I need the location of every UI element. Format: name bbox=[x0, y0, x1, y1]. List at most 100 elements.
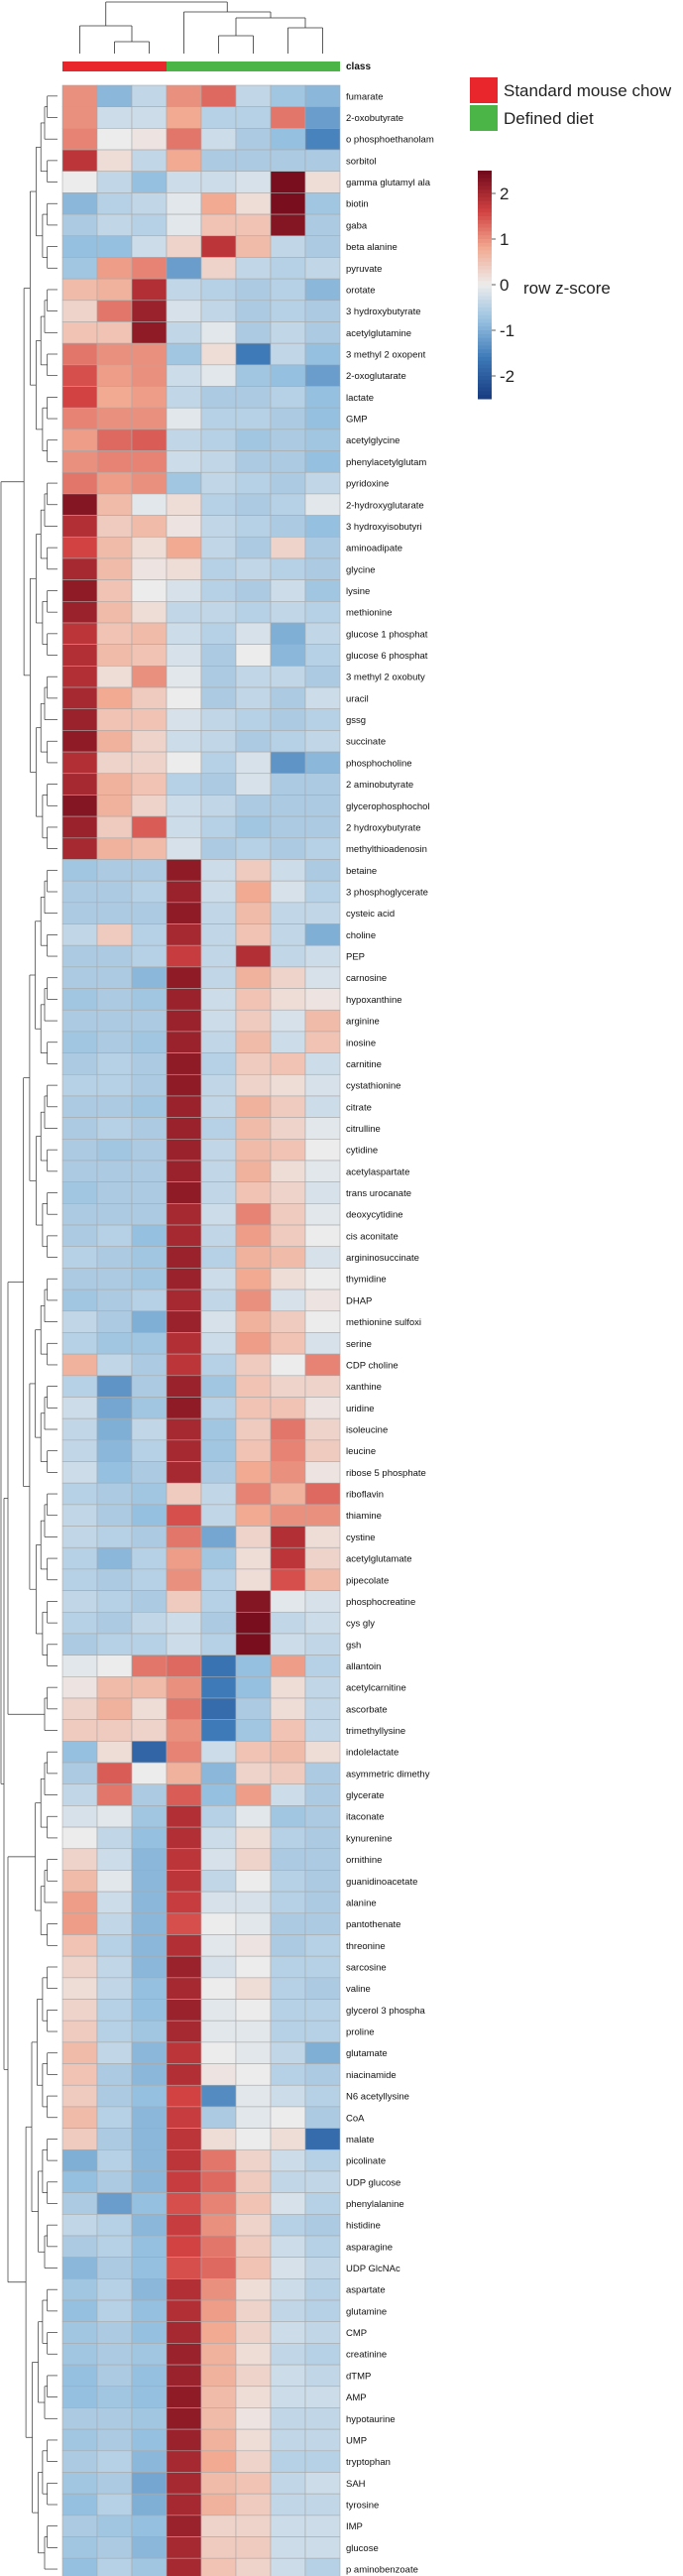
heatmap-cell bbox=[304, 773, 341, 796]
heatmap-cell bbox=[235, 1439, 272, 1462]
heatmap-cell bbox=[96, 2235, 133, 2258]
heatmap-cell bbox=[61, 1332, 98, 1355]
heatmap-cell bbox=[131, 1590, 168, 1613]
heatmap-cell bbox=[61, 902, 98, 924]
heatmap-cell bbox=[200, 1009, 237, 1033]
heatmap-cell bbox=[200, 1073, 237, 1097]
heatmap-cell bbox=[96, 1977, 133, 2000]
color-scale-step bbox=[478, 364, 492, 369]
heatmap-cell bbox=[131, 902, 168, 924]
heatmap-cell bbox=[235, 429, 272, 451]
color-scale-step bbox=[478, 307, 492, 312]
heatmap-cell bbox=[304, 2257, 341, 2279]
heatmap-cell bbox=[131, 2321, 168, 2344]
heatmap-cell bbox=[235, 1783, 272, 1806]
heatmap-cell bbox=[270, 1288, 306, 1312]
row-label: hypoxanthine bbox=[346, 995, 402, 1006]
heatmap-cell bbox=[96, 1031, 133, 1053]
heatmap-cell bbox=[96, 1181, 133, 1204]
heatmap-cell bbox=[96, 1697, 133, 1720]
heatmap-cell bbox=[131, 2257, 168, 2279]
heatmap-cell bbox=[270, 1783, 306, 1806]
heatmap-cell bbox=[61, 1224, 98, 1248]
heatmap-cell bbox=[166, 795, 202, 817]
heatmap-cell bbox=[235, 1009, 272, 1033]
heatmap-cell bbox=[270, 1417, 306, 1441]
heatmap-cell bbox=[61, 386, 98, 409]
heatmap-cell bbox=[61, 2493, 98, 2516]
heatmap-cell bbox=[166, 557, 202, 580]
heatmap-cell bbox=[235, 149, 272, 173]
color-scale-step bbox=[478, 368, 492, 373]
heatmap-cell bbox=[235, 966, 272, 989]
heatmap-cell bbox=[96, 1397, 133, 1419]
heatmap-cell bbox=[200, 902, 237, 924]
row-label: glycine bbox=[346, 564, 376, 575]
heatmap-cell bbox=[96, 429, 133, 451]
heatmap-cell bbox=[131, 966, 168, 989]
heatmap-cell bbox=[166, 1741, 202, 1764]
heatmap-cell bbox=[96, 1310, 133, 1333]
heatmap-cell bbox=[304, 944, 341, 968]
heatmap-cell bbox=[200, 644, 237, 667]
heatmap-cell bbox=[270, 751, 306, 775]
heatmap-cell bbox=[235, 2515, 272, 2537]
heatmap-cell bbox=[200, 1568, 237, 1591]
heatmap-cell bbox=[235, 1224, 272, 1248]
heatmap-cell bbox=[200, 1224, 237, 1248]
heatmap-cell bbox=[166, 364, 202, 387]
heatmap-cell bbox=[200, 1139, 237, 1162]
heatmap-cell bbox=[131, 1224, 168, 1248]
heatmap-cell bbox=[304, 1999, 341, 2022]
color-scale-step bbox=[478, 292, 492, 297]
heatmap-cell bbox=[131, 1955, 168, 1979]
heatmap-cell bbox=[131, 1891, 168, 1914]
row-label: pipecolate bbox=[346, 1575, 389, 1586]
row-label: glucose 1 phosphat bbox=[346, 629, 428, 640]
heatmap-cell bbox=[200, 2472, 237, 2495]
heatmap-cell bbox=[131, 2063, 168, 2086]
row-label: asparagine bbox=[346, 2242, 393, 2253]
heatmap-cell bbox=[166, 149, 202, 173]
heatmap-cell bbox=[96, 1461, 133, 1484]
heatmap-cell bbox=[131, 149, 168, 173]
row-label: 2-oxobutyrate bbox=[346, 113, 403, 124]
heatmap-cell bbox=[131, 666, 168, 688]
heatmap-cell bbox=[166, 1676, 202, 1699]
heatmap-cell bbox=[270, 2428, 306, 2452]
heatmap-cell bbox=[166, 1568, 202, 1591]
heatmap-cell bbox=[131, 622, 168, 645]
heatmap-cell bbox=[166, 1353, 202, 1377]
row-label: 3 hydroxyisobutyri bbox=[346, 522, 422, 533]
heatmap-cell bbox=[235, 1676, 272, 1699]
heatmap-cell bbox=[96, 2299, 133, 2323]
heatmap-cell bbox=[131, 988, 168, 1011]
heatmap-cell bbox=[61, 2557, 98, 2576]
heatmap-cell bbox=[304, 2386, 341, 2408]
heatmap-cell bbox=[166, 644, 202, 667]
row-label: ribose 5 phosphate bbox=[346, 1468, 426, 1479]
heatmap-cell bbox=[131, 2106, 168, 2129]
heatmap-cell bbox=[96, 2214, 133, 2237]
heatmap-cell bbox=[304, 2364, 341, 2388]
heatmap-cell bbox=[61, 84, 98, 107]
heatmap-cell bbox=[96, 471, 133, 495]
row-label: uridine bbox=[346, 1404, 375, 1414]
heatmap-cell bbox=[270, 2235, 306, 2258]
heatmap-cell bbox=[270, 1805, 306, 1828]
heatmap-cell bbox=[270, 1826, 306, 1850]
heatmap-cell bbox=[235, 1977, 272, 2000]
heatmap-cell bbox=[200, 988, 237, 1011]
heatmap-cell bbox=[61, 1417, 98, 1441]
heatmap-cell bbox=[200, 1633, 237, 1656]
heatmap-cell bbox=[166, 2321, 202, 2344]
heatmap-cell bbox=[166, 1461, 202, 1484]
heatmap-cell bbox=[235, 471, 272, 495]
heatmap-cell bbox=[96, 1762, 133, 1785]
heatmap-cell bbox=[270, 708, 306, 731]
heatmap-cell bbox=[131, 84, 168, 107]
heatmap-cell bbox=[96, 450, 133, 473]
heatmap-cell bbox=[200, 2063, 237, 2086]
color-scale-step bbox=[478, 258, 492, 263]
heatmap-cell bbox=[96, 1805, 133, 1828]
